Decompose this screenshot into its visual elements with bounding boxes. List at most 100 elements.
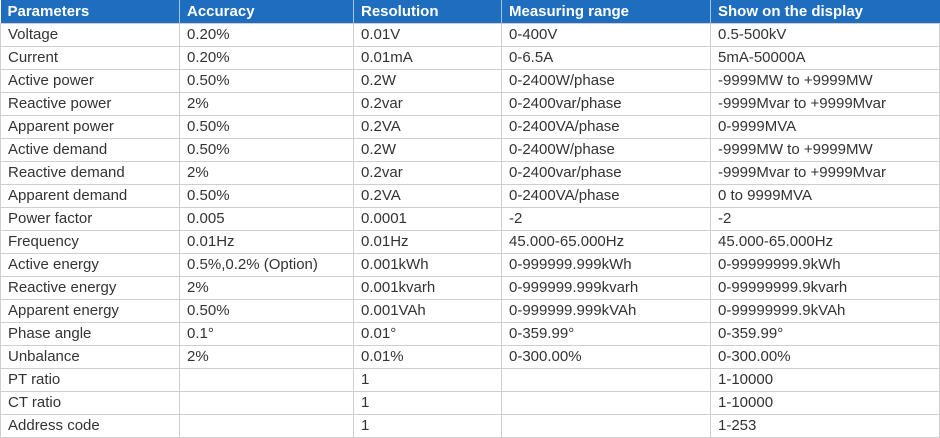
measuring-range-cell: 0-2400W/phase <box>501 69 711 93</box>
parameter-cell: Apparent power <box>0 115 180 139</box>
accuracy-cell <box>179 414 354 438</box>
measuring-range-cell: 0-2400W/phase <box>501 138 711 162</box>
accuracy-cell: 2% <box>179 345 354 369</box>
accuracy-cell: 0.1° <box>179 322 354 346</box>
accuracy-cell: 0.50% <box>179 69 354 93</box>
display-cell: 5mA-50000A <box>710 46 940 70</box>
display-cell: 0-99999999.9kvarh <box>710 276 940 300</box>
table-row: Unbalance 2% 0.01% 0-300.00% 0-300.00% <box>0 345 940 369</box>
parameter-cell: Address code <box>0 414 180 438</box>
accuracy-cell: 0.01Hz <box>179 230 354 254</box>
display-cell: -9999Mvar to +9999Mvar <box>710 161 940 185</box>
accuracy-cell: 0.20% <box>179 46 354 70</box>
header-row: Parameters Accuracy Resolution Measuring… <box>0 0 940 24</box>
table-row: Active power 0.50% 0.2W 0-2400W/phase -9999M… <box>0 69 940 93</box>
accuracy-cell <box>179 368 354 392</box>
header-resolution: Resolution <box>353 0 502 24</box>
table-row: Phase angle 0.1° 0.01° 0-359.99° 0-359.99° <box>0 322 940 346</box>
parameter-cell: Voltage <box>0 23 180 47</box>
table-row: Power factor 0.005 0.0001 -2 -2 <box>0 207 940 231</box>
resolution-cell: 0.01mA <box>353 46 502 70</box>
table-row: Address code 1 1-253 <box>0 414 940 438</box>
resolution-cell: 0.2VA <box>353 115 502 139</box>
parameter-cell: Phase angle <box>0 322 180 346</box>
resolution-cell: 0.01° <box>353 322 502 346</box>
measuring-range-cell <box>501 414 711 438</box>
header-measuring-range: Measuring range <box>501 0 711 24</box>
resolution-cell: 0.2var <box>353 92 502 116</box>
resolution-cell: 0.2VA <box>353 184 502 208</box>
display-cell: 1-10000 <box>710 368 940 392</box>
resolution-cell: 0.01% <box>353 345 502 369</box>
parameter-cell: Power factor <box>0 207 180 231</box>
parameter-cell: Reactive power <box>0 92 180 116</box>
measuring-range-cell: 0-300.00% <box>501 345 711 369</box>
parameter-cell: Frequency <box>0 230 180 254</box>
parameter-cell: PT ratio <box>0 368 180 392</box>
resolution-cell: 0.001VAh <box>353 299 502 323</box>
header-show-on-display: Show on the display <box>710 0 940 24</box>
measuring-range-cell: 0-2400VA/phase <box>501 115 711 139</box>
accuracy-cell <box>179 391 354 415</box>
resolution-cell: 0.2var <box>353 161 502 185</box>
table-row: CT ratio 1 1-10000 <box>0 391 940 415</box>
display-cell: 0-99999999.9kWh <box>710 253 940 277</box>
display-cell: -2 <box>710 207 940 231</box>
resolution-cell: 0.01V <box>353 23 502 47</box>
parameter-cell: Reactive energy <box>0 276 180 300</box>
table-row: Reactive demand 2% 0.2var 0-2400var/phase -9… <box>0 161 940 185</box>
parameter-cell: CT ratio <box>0 391 180 415</box>
parameter-cell: Active energy <box>0 253 180 277</box>
resolution-cell: 0.2W <box>353 138 502 162</box>
accuracy-cell: 0.50% <box>179 138 354 162</box>
resolution-cell: 0.2W <box>353 69 502 93</box>
display-cell: 1-10000 <box>710 391 940 415</box>
parameter-cell: Active power <box>0 69 180 93</box>
resolution-cell: 1 <box>353 414 502 438</box>
measuring-range-cell: 0-999999.999kvarh <box>501 276 711 300</box>
display-cell: 45.000-65.000Hz <box>710 230 940 254</box>
header-accuracy: Accuracy <box>179 0 354 24</box>
parameter-cell: Active demand <box>0 138 180 162</box>
table-row: Apparent demand 0.50% 0.2VA 0-2400VA/phase 0… <box>0 184 940 208</box>
parameter-cell: Current <box>0 46 180 70</box>
measuring-range-cell: -2 <box>501 207 711 231</box>
measuring-range-cell <box>501 368 711 392</box>
accuracy-cell: 2% <box>179 161 354 185</box>
table-row: Current 0.20% 0.01mA 0-6.5A 5mA-50000A <box>0 46 940 70</box>
table-row: Reactive power 2% 0.2var 0-2400var/phase -99… <box>0 92 940 116</box>
display-cell: 0-99999999.9kVAh <box>710 299 940 323</box>
table-row: Reactive energy 2% 0.001kvarh 0-999999.999k… <box>0 276 940 300</box>
accuracy-cell: 0.5%,0.2% (Option) <box>179 253 354 277</box>
accuracy-cell: 0.50% <box>179 299 354 323</box>
measuring-range-cell: 0-6.5A <box>501 46 711 70</box>
table-row: PT ratio 1 1-10000 <box>0 368 940 392</box>
table-body: Voltage 0.20% 0.01V 0-400V 0.5-500kV Current 0… <box>0 23 940 438</box>
measuring-range-cell: 45.000-65.000Hz <box>501 230 711 254</box>
table-row: Frequency 0.01Hz 0.01Hz 45.000-65.000Hz 45.0… <box>0 230 940 254</box>
parameter-cell: Apparent energy <box>0 299 180 323</box>
resolution-cell: 0.0001 <box>353 207 502 231</box>
resolution-cell: 1 <box>353 368 502 392</box>
display-cell: -9999MW to +9999MW <box>710 69 940 93</box>
display-cell: 0-300.00% <box>710 345 940 369</box>
resolution-cell: 0.001kvarh <box>353 276 502 300</box>
table-row: Voltage 0.20% 0.01V 0-400V 0.5-500kV <box>0 23 940 47</box>
measuring-range-cell: 0-359.99° <box>501 322 711 346</box>
measuring-range-cell: 0-400V <box>501 23 711 47</box>
measuring-range-cell: 0-2400VA/phase <box>501 184 711 208</box>
parameter-cell: Unbalance <box>0 345 180 369</box>
display-cell: 1-253 <box>710 414 940 438</box>
resolution-cell: 0.01Hz <box>353 230 502 254</box>
display-cell: 0 to 9999MVA <box>710 184 940 208</box>
display-cell: 0.5-500kV <box>710 23 940 47</box>
accuracy-cell: 2% <box>179 92 354 116</box>
resolution-cell: 0.001kWh <box>353 253 502 277</box>
display-cell: -9999Mvar to +9999Mvar <box>710 92 940 116</box>
measuring-range-cell <box>501 391 711 415</box>
display-cell: -9999MW to +9999MW <box>710 138 940 162</box>
parameter-cell: Apparent demand <box>0 184 180 208</box>
measuring-range-cell: 0-999999.999kWh <box>501 253 711 277</box>
measuring-range-cell: 0-999999.999kVAh <box>501 299 711 323</box>
